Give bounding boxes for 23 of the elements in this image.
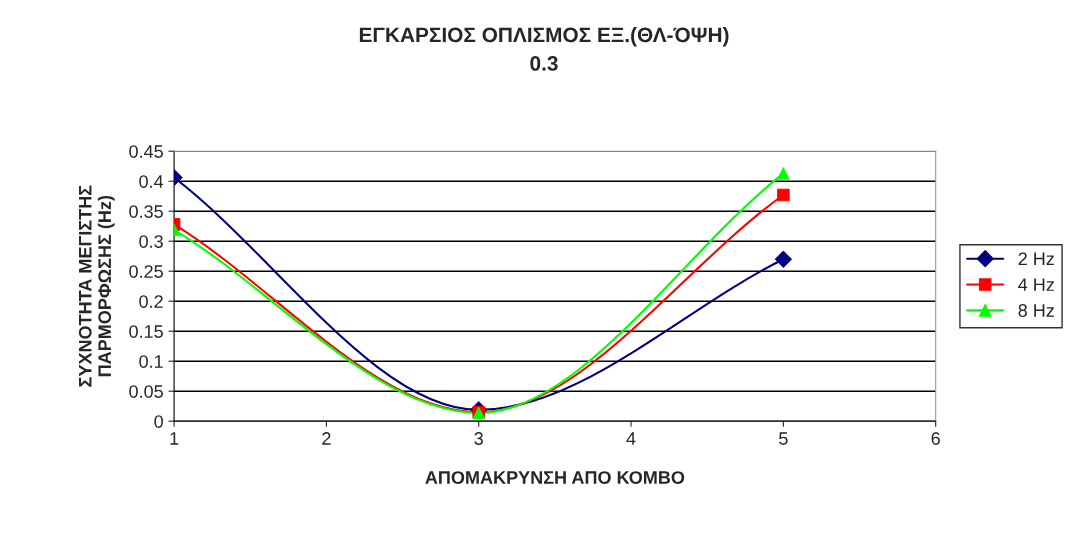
y-tick-label: 0.25 xyxy=(129,265,163,278)
chart-title: ΕΓΚΑΡΣΙΟΣ ΟΠΛΙΣΜΟΣ ΕΞ.(ΘΛ-ΌΨΗ) xyxy=(359,27,729,47)
y-tick-label: 0.35 xyxy=(129,205,163,218)
x-axis-title: ΑΠΟΜΑΚΡΥΝΣΗ ΑΠΟ ΚΟΜΒΟ xyxy=(425,471,685,484)
x-tick-label: 1 xyxy=(170,432,179,445)
y-tick-label: 0.1 xyxy=(139,355,163,368)
legend-label: 8 Hz xyxy=(1018,304,1054,317)
y-tick-label: 0.2 xyxy=(139,295,163,308)
y-tick-label: 0.15 xyxy=(129,325,163,338)
legend-label: 4 Hz xyxy=(1018,278,1054,291)
x-tick-label: 6 xyxy=(931,432,940,445)
y-tick-label: 0.05 xyxy=(129,385,163,398)
x-tick-label: 3 xyxy=(474,432,483,445)
y-tick-label: 0.4 xyxy=(139,175,164,188)
y-tick-label: 0.3 xyxy=(139,235,163,248)
y-tick-label: 0 xyxy=(154,415,163,428)
x-tick-label: 4 xyxy=(626,432,636,445)
y-axis-title: ΣΥΧΝΟΤΗΤΑ ΜΕΓΙΣΤΗΣ ΠΑΡΜΟΡΦΩΣΗΣ (Hz) xyxy=(78,185,115,387)
legend-label: 2 Hz xyxy=(1018,252,1054,266)
x-tick-label: 5 xyxy=(779,432,788,445)
chart-subtitle: 0.3 xyxy=(530,56,558,71)
x-tick-label: 2 xyxy=(322,432,331,445)
y-tick-label: 0.45 xyxy=(129,145,163,158)
